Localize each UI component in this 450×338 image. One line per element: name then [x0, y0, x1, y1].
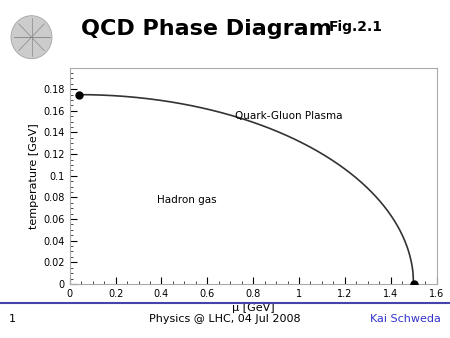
Y-axis label: temperature [GeV]: temperature [GeV]	[29, 123, 39, 228]
Circle shape	[11, 16, 52, 58]
Text: Kai Schweda: Kai Schweda	[370, 314, 441, 324]
X-axis label: μ [GeV]: μ [GeV]	[232, 303, 274, 313]
Text: Hadron gas: Hadron gas	[157, 195, 216, 204]
Text: QCD Phase Diagram: QCD Phase Diagram	[81, 19, 332, 39]
Text: 1: 1	[9, 314, 16, 324]
Text: Physics @ LHC, 04 Jul 2008: Physics @ LHC, 04 Jul 2008	[149, 314, 301, 324]
Circle shape	[12, 17, 51, 57]
Text: Quark-Gluon Plasma: Quark-Gluon Plasma	[235, 111, 342, 121]
Text: Fig.2.1: Fig.2.1	[328, 20, 382, 34]
